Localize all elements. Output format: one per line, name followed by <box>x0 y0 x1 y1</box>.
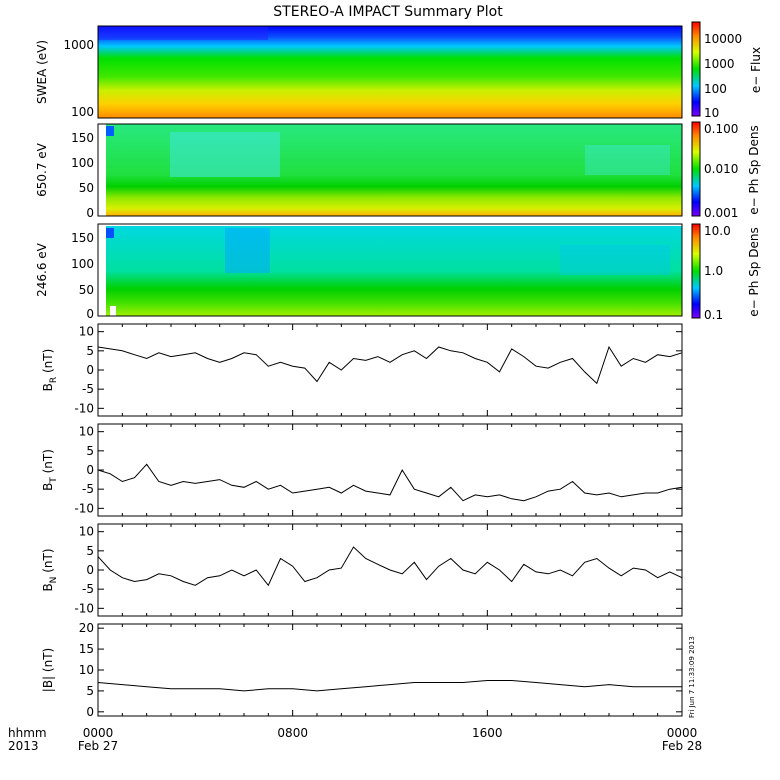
pad246-cbar-label: e− Ph Sp Dens <box>747 227 761 316</box>
pad246-ytick-50: 50 <box>79 283 94 297</box>
time-axis-year: 2013 <box>8 739 39 753</box>
pad246-blue-patch <box>225 228 270 273</box>
bt-series-line <box>97 463 683 502</box>
swea-cbar-tick-100: 100 <box>704 82 727 96</box>
bmag-frame <box>97 623 683 717</box>
pad650-ytick-150: 150 <box>71 131 94 145</box>
swea-spectrogram <box>98 26 682 118</box>
bn-ylabel: BN (nT) <box>41 548 59 591</box>
time-tick-0800: 0800 <box>277 726 308 740</box>
pad246-frame <box>97 223 683 317</box>
pad246-blue-spot <box>106 228 114 238</box>
br-ytick-label: 5 <box>86 344 94 358</box>
pad650-cbar-tick-0.100: 0.100 <box>704 122 738 136</box>
pad246-ytick-100: 100 <box>71 257 94 271</box>
br-panel: 10 5 0 -5 -10 BR (nT) <box>41 323 683 417</box>
pad246-cyan-patch <box>560 245 670 275</box>
bt-frame <box>97 423 683 517</box>
bt-ylabel: BT (nT) <box>41 449 59 491</box>
time-tick-0000-end: 0000 <box>667 726 698 740</box>
swea-ytick-1000: 1000 <box>63 38 94 52</box>
bn-ytick-label: -5 <box>82 582 94 596</box>
br-ytick-label: 0 <box>86 363 94 377</box>
date-feb27: Feb 27 <box>78 739 118 753</box>
time-axis-units: hhmm <box>8 726 47 740</box>
date-feb28: Feb 28 <box>662 739 702 753</box>
br-series-line <box>97 345 683 385</box>
pad650-ytick-50: 50 <box>79 181 94 195</box>
bt-panel: 10 5 0 -5 -10 BT (nT) <box>41 423 683 517</box>
br-ytick-label: 10 <box>79 325 94 339</box>
pad246-white-gap <box>110 306 116 316</box>
bt-ytick-label: -10 <box>74 501 94 515</box>
bmag-panel: 20 15 10 5 0 |B| (nT) <box>41 621 683 719</box>
pad650-ytick-100: 100 <box>71 156 94 170</box>
pad246-colorbar <box>691 223 701 319</box>
pad650-frame <box>97 123 683 217</box>
pad650-cbar-tick-0.010: 0.010 <box>704 162 738 176</box>
bn-series-line <box>97 546 683 587</box>
pad650-panel: 150 100 50 0 650.7 eV 0.100 0.010 0.001 … <box>35 121 761 220</box>
bmag-ylabel: |B| (nT) <box>41 648 55 692</box>
swea-cbar-tick-1000: 1000 <box>704 57 735 71</box>
bmag-ytick-label: 5 <box>86 684 94 698</box>
br-ytick-label: -5 <box>82 382 94 396</box>
br-ytick-label: -10 <box>74 401 94 415</box>
swea-colorbar <box>691 21 701 117</box>
swea-frame <box>97 25 683 119</box>
time-tick-0000: 0000 <box>83 726 114 740</box>
time-tick-1600: 1600 <box>472 726 503 740</box>
pad246-panel: 150 100 50 0 246.6 eV 10.0 1.0 0.1 e− Ph… <box>35 223 761 322</box>
magnetic-field-panels: 10 5 0 -5 -10 BR (nT) 10 5 0 -5 -10 BT (nT) 10 5 0 -5 -1… <box>41 323 683 719</box>
swea-ylabel: SWEA (eV) <box>35 40 49 104</box>
pad650-ytick-0: 0 <box>86 206 94 220</box>
br-frame <box>97 323 683 417</box>
pad650-cyan-patch <box>170 132 280 177</box>
bt-ytick-label: 10 <box>79 425 94 439</box>
swea-cbar-label: e− Flux <box>749 47 763 93</box>
pad246-ylabel: 246.6 eV <box>35 242 49 297</box>
pad246-spectrogram <box>106 226 682 316</box>
chart-title: STEREO-A IMPACT Summary Plot <box>273 4 503 20</box>
swea-panel: 1000 100 SWEA (eV) 10000 1000 100 10 e− … <box>35 21 763 120</box>
swea-cbar-tick-10000: 10000 <box>704 32 742 46</box>
bt-ytick-label: 5 <box>86 444 94 458</box>
pad246-cbar-tick-10.0: 10.0 <box>704 224 731 238</box>
pad246-ytick-150: 150 <box>71 231 94 245</box>
pad650-cbar-label: e− Ph Sp Dens <box>747 125 761 214</box>
pad246-cbar-tick-1.0: 1.0 <box>704 264 723 278</box>
bt-ytick-label: 0 <box>86 463 94 477</box>
swea-cbar-tick-10: 10 <box>704 106 719 120</box>
bmag-ytick-label: 15 <box>79 642 94 656</box>
bn-ytick-label: 10 <box>79 525 94 539</box>
pad650-blue-spot <box>106 126 114 136</box>
bmag-ytick-label: 0 <box>86 705 94 719</box>
swea-low-band <box>98 26 268 40</box>
generation-stamp: Fri Jun 7 11:33:09 2013 <box>688 636 696 718</box>
bn-ytick-label: -10 <box>74 601 94 615</box>
bn-panel: 10 5 0 -5 -10 BN (nT) <box>41 523 683 617</box>
swea-ytick-100: 100 <box>71 105 94 119</box>
pad246-cbar-tick-0.1: 0.1 <box>704 308 723 322</box>
bmag-series-line <box>97 680 682 692</box>
pad650-colorbar <box>691 121 701 217</box>
time-axis: hhmm 2013 0000 0800 1600 0000 Feb 27 Feb… <box>8 726 702 753</box>
br-ylabel: BR (nT) <box>41 349 59 392</box>
bt-ytick-label: -5 <box>82 482 94 496</box>
pad650-cbar-tick-0.001: 0.001 <box>704 206 738 220</box>
bmag-ytick-label: 10 <box>79 663 94 677</box>
pad246-ytick-0: 0 <box>86 307 94 321</box>
pad650-ylabel: 650.7 eV <box>35 142 49 197</box>
bn-ytick-label: 5 <box>86 544 94 558</box>
pad650-cyan-patch-2 <box>585 145 670 175</box>
bn-ytick-label: 0 <box>86 563 94 577</box>
bmag-ytick-label: 20 <box>79 621 94 635</box>
